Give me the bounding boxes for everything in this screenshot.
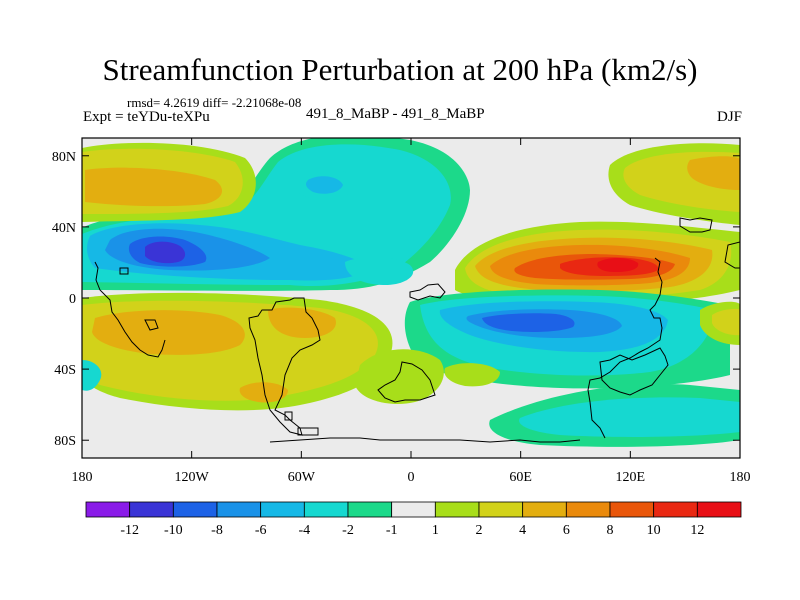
y-tick-label: 80S bbox=[54, 434, 76, 449]
colorbar-swatch bbox=[653, 501, 698, 518]
contour-bering-high-p6 bbox=[85, 167, 223, 207]
contour-natlantic-low-n6 bbox=[305, 176, 343, 194]
colorbar-swatch bbox=[391, 501, 436, 518]
colorbar-label: -2 bbox=[342, 523, 354, 538]
chart-title: Streamfunction Perturbation at 200 hPa (… bbox=[102, 52, 698, 87]
x-tick-label: 120W bbox=[175, 470, 210, 485]
x-tick-label: 60W bbox=[288, 470, 316, 485]
x-tick-label: 0 bbox=[408, 470, 415, 485]
colorbar-label: -8 bbox=[211, 523, 223, 538]
contour-asia-high-peak bbox=[597, 257, 639, 272]
colorbar-swatch bbox=[609, 501, 655, 518]
contour-europe-low bbox=[345, 257, 414, 285]
contour-satlantic-high-p2 bbox=[355, 349, 444, 405]
contour-swpac-high-p4 bbox=[712, 308, 740, 336]
colorbar-swatch bbox=[696, 501, 742, 518]
colorbar-swatch bbox=[260, 501, 305, 518]
x-tick-label: 180 bbox=[72, 470, 93, 485]
colorbar-swatch bbox=[478, 501, 524, 518]
colorbar: -12 -10 -8 -6 -4 -2 -1 1 2 4 6 8 10 12 bbox=[85, 501, 742, 538]
colorbar-swatch bbox=[565, 501, 611, 518]
y-tick-label: 40N bbox=[52, 221, 76, 236]
x-axis: 180 120W 60W 0 60E 120E 180 bbox=[72, 138, 751, 485]
coastline-maritime bbox=[679, 217, 740, 269]
colorbar-swatch bbox=[85, 501, 131, 518]
continent-outlines bbox=[94, 217, 740, 443]
colorbar-label: -1 bbox=[386, 523, 398, 538]
coastline-islands bbox=[119, 267, 319, 436]
coastline-australia bbox=[599, 347, 669, 396]
colorbar-label: 6 bbox=[563, 523, 570, 538]
colorbar-swatch bbox=[347, 501, 393, 518]
contour-southern-ocean-n4 bbox=[519, 397, 740, 437]
colorbar-swatch bbox=[522, 501, 567, 518]
y-tick-label: 0 bbox=[69, 292, 76, 307]
experiment-label: Expt = teYDu-teXPu bbox=[83, 109, 210, 125]
colorbar-swatch bbox=[129, 501, 174, 518]
contour-sopac-high-p6b bbox=[268, 307, 336, 338]
cases-label: 491_8_MaBP - 491_8_MaBP bbox=[306, 106, 485, 122]
colorbar-label: 12 bbox=[690, 523, 704, 538]
colorbar-label: -4 bbox=[298, 523, 310, 538]
contour-indian-low-n10 bbox=[482, 313, 575, 332]
y-tick-label: 40S bbox=[54, 363, 76, 378]
colorbar-label: 1 bbox=[432, 523, 439, 538]
colorbar-label: -6 bbox=[255, 523, 267, 538]
colorbar-label: 10 bbox=[647, 523, 661, 538]
y-axis: 80N 40N 0 40S 80S bbox=[52, 150, 740, 449]
colorbar-swatch bbox=[434, 501, 480, 518]
coastline-south-america bbox=[248, 297, 321, 436]
coastline-asia-east bbox=[587, 257, 663, 439]
coastline-pacific-west bbox=[94, 261, 166, 358]
colorbar-label: 8 bbox=[607, 523, 614, 538]
colorbar-swatch bbox=[172, 501, 218, 518]
colorbar-label: 2 bbox=[476, 523, 483, 538]
colorbar-swatch bbox=[216, 501, 262, 518]
x-tick-label: 120E bbox=[616, 470, 646, 485]
contour-westedge-low bbox=[82, 360, 102, 391]
coastline-africa bbox=[377, 283, 446, 403]
colorbar-swatch bbox=[303, 501, 349, 518]
season-label: DJF bbox=[716, 109, 742, 125]
colorbar-label: -10 bbox=[164, 523, 183, 538]
contour-siberia-high-p6 bbox=[687, 156, 740, 190]
colorbar-label: 4 bbox=[519, 523, 526, 538]
y-tick-label: 80N bbox=[52, 150, 76, 165]
colorbar-label: -12 bbox=[120, 523, 139, 538]
x-tick-label: 60E bbox=[509, 470, 532, 485]
x-tick-label: 180 bbox=[730, 470, 751, 485]
contour-sopac-high-p6 bbox=[92, 310, 245, 355]
contour-sopac-high-p6c bbox=[239, 382, 288, 403]
contour-io-high bbox=[444, 363, 500, 387]
contour-field bbox=[82, 138, 740, 458]
stats-text: rmsd= 4.2619 diff= -2.21068e-08 bbox=[127, 95, 302, 110]
coastline-antarctica bbox=[269, 437, 581, 443]
contour-north-band-n12 bbox=[145, 241, 186, 264]
